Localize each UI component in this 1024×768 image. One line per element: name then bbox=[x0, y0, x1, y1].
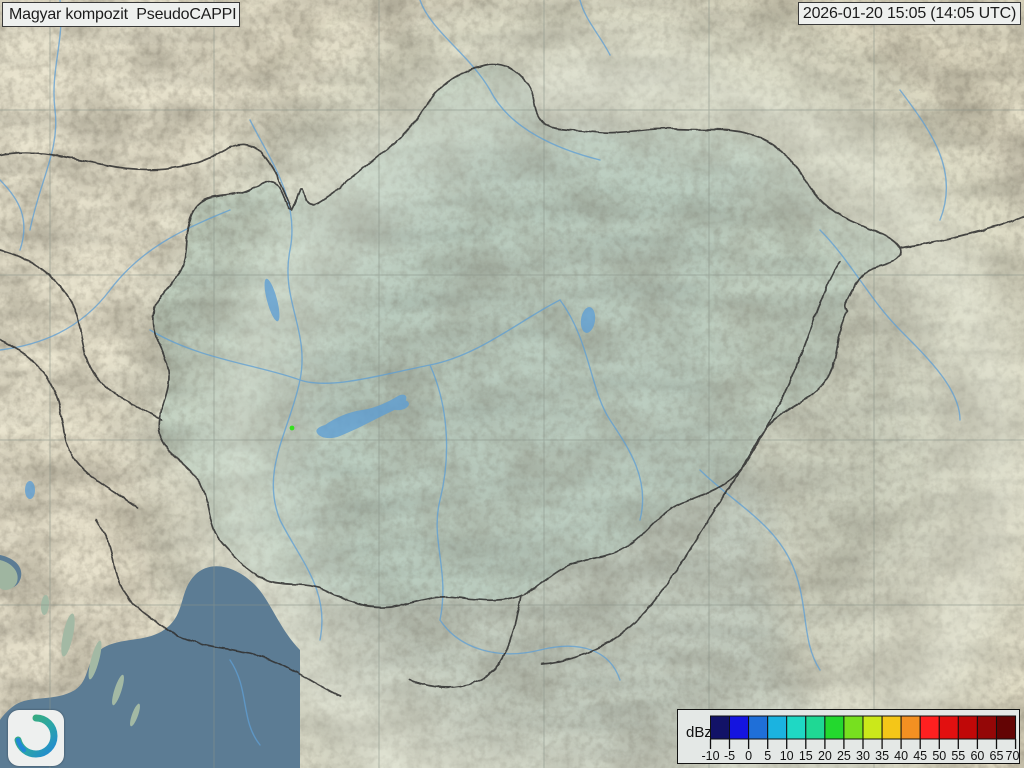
svg-text:60: 60 bbox=[970, 749, 984, 763]
svg-text:dBz: dBz bbox=[686, 724, 712, 741]
svg-text:35: 35 bbox=[875, 749, 889, 763]
svg-text:0: 0 bbox=[745, 749, 752, 763]
svg-text:70: 70 bbox=[1006, 749, 1020, 763]
svg-text:5: 5 bbox=[764, 749, 771, 763]
svg-text:45: 45 bbox=[913, 749, 927, 763]
svg-text:15: 15 bbox=[799, 749, 813, 763]
svg-text:20: 20 bbox=[818, 749, 832, 763]
svg-text:55: 55 bbox=[951, 749, 965, 763]
svg-text:-5: -5 bbox=[724, 749, 735, 763]
svg-text:50: 50 bbox=[932, 749, 946, 763]
svg-text:10: 10 bbox=[780, 749, 794, 763]
svg-text:65: 65 bbox=[990, 749, 1004, 763]
svg-text:30: 30 bbox=[856, 749, 870, 763]
svg-text:25: 25 bbox=[837, 749, 851, 763]
svg-text:40: 40 bbox=[894, 749, 908, 763]
svg-text:-10: -10 bbox=[701, 749, 719, 763]
